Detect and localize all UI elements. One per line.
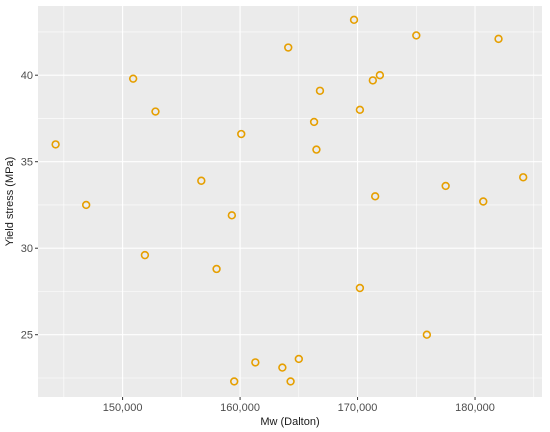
data-point bbox=[368, 76, 378, 85]
x-tick-label: 180,000 bbox=[455, 402, 495, 414]
data-point bbox=[370, 192, 380, 201]
y-tick-label: 25 bbox=[21, 330, 33, 342]
data-point bbox=[494, 34, 503, 44]
major-gridlines bbox=[38, 6, 542, 397]
data-point bbox=[349, 15, 359, 25]
y-tick-label: 35 bbox=[21, 157, 33, 169]
y-axis-title: Yield stress (MPa) bbox=[4, 157, 16, 246]
data-point bbox=[355, 283, 365, 293]
data-point bbox=[212, 264, 221, 274]
data-point bbox=[294, 354, 304, 364]
x-tick-label: 150,000 bbox=[103, 402, 143, 414]
data-point bbox=[286, 377, 295, 386]
data-point bbox=[315, 86, 325, 95]
data-point bbox=[197, 176, 206, 185]
data-point bbox=[229, 377, 239, 386]
data-point bbox=[355, 105, 365, 115]
x-tick-label: 170,000 bbox=[338, 402, 378, 414]
x-axis-ticks: 150,000 160,000 170,000 180,000 bbox=[103, 397, 495, 414]
y-tick-label: 30 bbox=[21, 243, 33, 255]
data-point bbox=[479, 197, 488, 206]
data-point bbox=[375, 71, 385, 80]
data-point bbox=[151, 107, 160, 116]
data-point bbox=[422, 330, 432, 339]
data-point bbox=[81, 200, 91, 210]
data-point bbox=[128, 74, 138, 83]
data-point bbox=[441, 181, 450, 191]
x-tick-label: 160,000 bbox=[220, 402, 260, 414]
data-point bbox=[51, 140, 60, 149]
data-point bbox=[251, 358, 260, 367]
data-point bbox=[519, 173, 528, 182]
data-point bbox=[412, 31, 421, 40]
data-point bbox=[312, 145, 321, 154]
y-axis-ticks: 25 30 35 40 bbox=[21, 70, 38, 342]
data-point bbox=[237, 129, 246, 139]
x-axis-title: Mw (Dalton) bbox=[260, 416, 319, 428]
data-point bbox=[140, 250, 150, 260]
data-point bbox=[284, 43, 293, 52]
data-point bbox=[278, 363, 287, 372]
y-tick-label: 40 bbox=[21, 70, 33, 82]
data-point bbox=[227, 211, 237, 220]
data-point bbox=[309, 117, 319, 127]
plot-panel bbox=[38, 6, 542, 397]
data-points bbox=[51, 15, 528, 386]
